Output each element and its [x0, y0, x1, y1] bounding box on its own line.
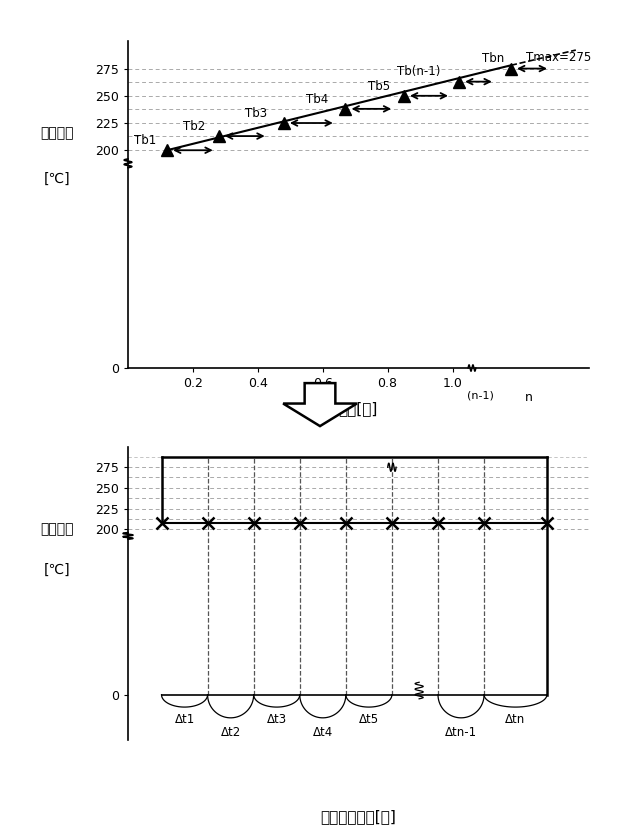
Text: (n-1): (n-1) — [467, 391, 493, 401]
Text: Tb2: Tb2 — [183, 120, 205, 133]
Text: Tb5: Tb5 — [368, 79, 390, 93]
Text: Tmax=275: Tmax=275 — [525, 51, 591, 65]
Text: 算出温度: 算出温度 — [40, 126, 74, 140]
Text: Tb3: Tb3 — [245, 107, 267, 120]
Text: [℃]: [℃] — [44, 563, 70, 577]
Text: [℃]: [℃] — [44, 171, 70, 185]
Text: Δtn: Δtn — [506, 713, 525, 726]
X-axis label: 時間[秒]: 時間[秒] — [339, 401, 378, 416]
Text: Δt1: Δt1 — [175, 713, 195, 726]
FancyArrow shape — [283, 383, 357, 426]
Text: Δtn-1: Δtn-1 — [445, 726, 477, 739]
Text: n: n — [525, 391, 532, 404]
Text: Tb4: Tb4 — [307, 93, 329, 106]
Text: 算出温度: 算出温度 — [40, 522, 74, 536]
Text: Tb(n-1): Tb(n-1) — [397, 65, 441, 79]
Text: Δt3: Δt3 — [267, 713, 287, 726]
Text: Tb1: Tb1 — [134, 134, 157, 147]
Text: Tbn: Tbn — [482, 52, 504, 65]
X-axis label: 等価処理時間[秒]: 等価処理時間[秒] — [321, 810, 396, 825]
Text: Δt4: Δt4 — [313, 726, 333, 739]
Text: Δt2: Δt2 — [221, 726, 241, 739]
Text: Δt5: Δt5 — [359, 713, 379, 726]
